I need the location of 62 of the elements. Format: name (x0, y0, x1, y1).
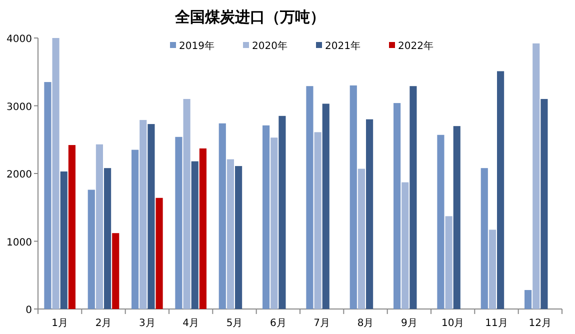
bar (524, 290, 532, 309)
bar (350, 85, 357, 309)
bar (453, 126, 460, 309)
bar (148, 124, 155, 309)
bar (270, 138, 278, 309)
bar (104, 168, 112, 309)
bar (445, 216, 452, 309)
bar (183, 98, 190, 309)
x-tick-label: 10月 (441, 318, 464, 329)
bar (112, 233, 120, 309)
bar (497, 71, 504, 309)
bar (532, 43, 540, 309)
y-tick-label: 2000 (6, 170, 32, 180)
bar (278, 116, 286, 309)
bar (437, 134, 444, 309)
bar (44, 82, 52, 309)
y-tick-label: 0 (26, 305, 32, 316)
y-tick-label: 4000 (6, 34, 32, 45)
bar (358, 168, 365, 309)
bar (322, 104, 330, 309)
bar (235, 166, 242, 309)
bar (394, 103, 401, 309)
bar (410, 86, 417, 309)
x-tick-label: 6月 (270, 318, 286, 329)
bar (218, 123, 226, 309)
bar (175, 136, 182, 309)
bar (88, 190, 95, 309)
x-tick-label: 12月 (528, 318, 552, 329)
bar (96, 144, 103, 309)
bar (156, 198, 163, 309)
legend-label: 2019年 (179, 40, 214, 52)
bar (314, 132, 322, 309)
bar (60, 171, 68, 309)
bar (402, 182, 409, 309)
bar (488, 230, 496, 309)
bar (306, 86, 314, 309)
chart-title: 全国煤炭进口（万吨） (174, 8, 325, 26)
y-tick-label: 1000 (6, 237, 32, 248)
x-tick-label: 3月 (138, 318, 156, 329)
x-tick-label: 8月 (357, 318, 374, 329)
bar (540, 98, 548, 309)
bar (199, 148, 206, 309)
legend-label: 2021年 (325, 40, 360, 52)
x-tick-label: 9月 (400, 318, 418, 329)
x-tick-label: 2月 (95, 318, 112, 329)
bar (366, 119, 374, 309)
x-tick-label: 4月 (182, 318, 200, 329)
x-tick-label: 11月 (485, 318, 508, 329)
bar (132, 150, 139, 309)
legend-label: 2022年 (398, 40, 434, 52)
bar (52, 38, 60, 309)
y-tick-label: 3000 (6, 102, 32, 113)
x-tick-label: 7月 (314, 318, 330, 329)
bar (140, 120, 147, 309)
bar (191, 161, 198, 309)
bar (68, 145, 76, 309)
x-tick-label: 1月 (52, 318, 68, 329)
bar (262, 125, 270, 309)
bar (480, 168, 488, 309)
legend-label: 2020年 (252, 40, 288, 52)
x-tick-label: 5月 (226, 318, 243, 329)
bar (226, 159, 234, 309)
